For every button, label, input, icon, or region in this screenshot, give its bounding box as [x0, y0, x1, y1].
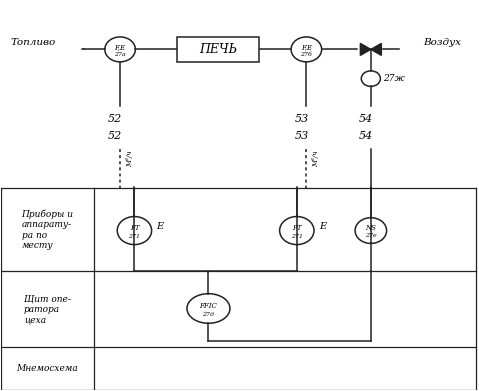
Text: 53: 53 — [295, 131, 308, 141]
Text: 27е: 27е — [365, 233, 376, 239]
Text: E: E — [157, 222, 163, 231]
Text: 27б: 27б — [300, 52, 312, 57]
Text: 54: 54 — [359, 131, 373, 141]
Text: Щит опе-
ратора
цеха: Щит опе- ратора цеха — [24, 294, 71, 325]
Text: Приборы и
аппарату-
ра по
месту: Приборы и аппарату- ра по месту — [22, 209, 73, 250]
Text: NS: NS — [365, 224, 376, 232]
Text: 27ж: 27ж — [383, 74, 405, 83]
Polygon shape — [371, 43, 381, 56]
Text: Мнемосхема: Мнемосхема — [17, 364, 79, 373]
Bar — [177, 37, 259, 62]
Text: Воздух: Воздух — [423, 38, 461, 47]
Text: 52: 52 — [108, 114, 123, 124]
Text: FT: FT — [130, 224, 139, 232]
Text: F,E: F,E — [114, 43, 125, 51]
Text: 27д: 27д — [203, 312, 215, 317]
Text: E: E — [319, 222, 326, 231]
Text: 27а: 27а — [114, 52, 126, 57]
Text: F,E: F,E — [301, 43, 312, 51]
Polygon shape — [360, 43, 371, 56]
Text: Топливо: Топливо — [10, 38, 56, 47]
Text: ПЕЧЬ: ПЕЧЬ — [199, 43, 237, 56]
Text: 271: 271 — [291, 234, 303, 239]
Text: М³/ч: М³/ч — [313, 150, 320, 167]
Text: 52: 52 — [108, 131, 123, 141]
Text: FT: FT — [292, 224, 302, 232]
Text: 271: 271 — [128, 234, 140, 239]
Text: 54: 54 — [359, 114, 373, 124]
Text: 53: 53 — [295, 114, 308, 124]
Text: М³/ч: М³/ч — [126, 150, 134, 167]
Text: FFIC: FFIC — [200, 301, 217, 310]
